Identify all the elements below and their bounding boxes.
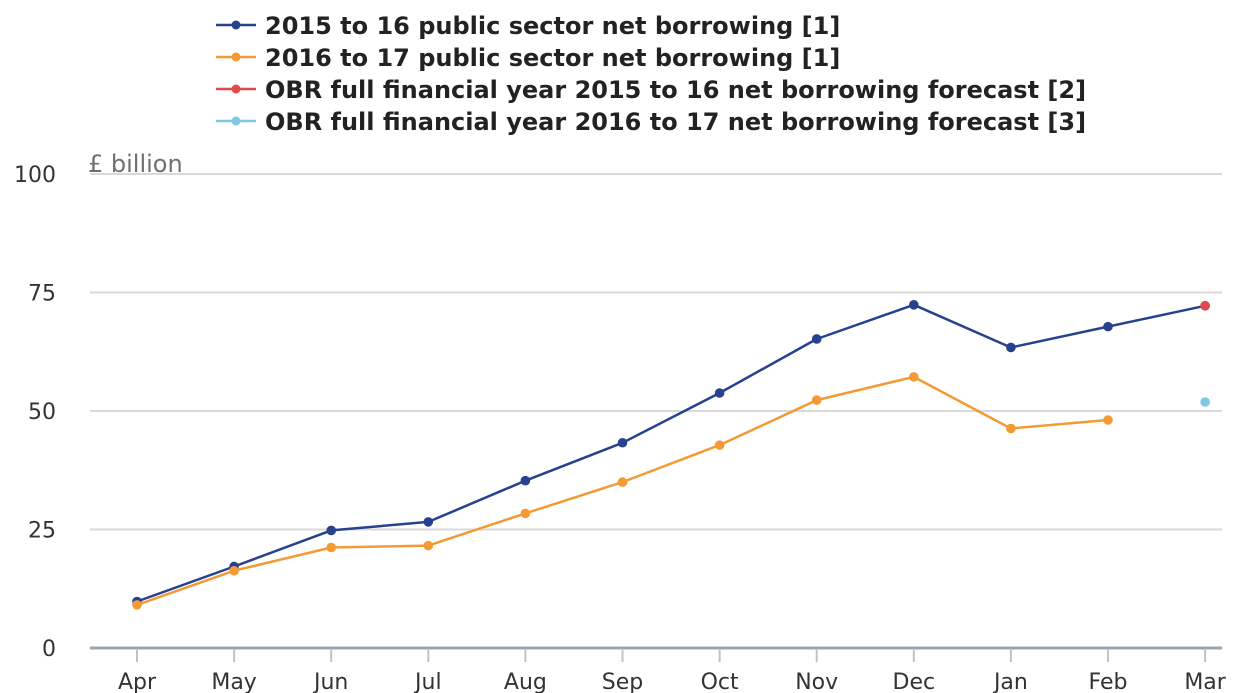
legend: 2015 to 16 public sector net borrowing [… [216, 12, 1086, 136]
data-point [909, 372, 919, 382]
data-point [1006, 423, 1016, 434]
y-axis-ticks: 0 25 50 75 100 [14, 163, 56, 662]
series-4 [1200, 397, 1210, 407]
legend-entry: 2015 to 16 public sector net borrowing [… [216, 12, 840, 40]
x-tick-label: Jun [312, 670, 348, 693]
data-point [1200, 300, 1210, 311]
legend-swatch-marker [231, 52, 241, 62]
series-3 [1200, 300, 1210, 311]
x-tick-label: Dec [893, 670, 936, 693]
series-layer [132, 300, 1210, 610]
legend-entry: OBR full financial year 2015 to 16 net b… [216, 76, 1086, 104]
series-2 [132, 372, 1113, 610]
data-point [132, 600, 142, 610]
x-tick-label: Nov [795, 670, 838, 693]
data-point [423, 517, 434, 527]
y-tick-label: 0 [42, 637, 56, 662]
data-point [326, 525, 337, 536]
data-point [229, 565, 239, 576]
legend-swatch-marker [231, 84, 241, 94]
x-axis: Apr May Jun Jul Aug Sep Oct Nov Dec Jan Feb Mar [118, 650, 1227, 693]
data-point [811, 395, 822, 405]
data-point [520, 475, 531, 486]
x-tick-label: Sep [602, 670, 643, 693]
data-point [520, 508, 531, 519]
legend-label: 2016 to 17 public sector net borrowing [… [265, 44, 840, 72]
data-point [714, 440, 725, 450]
x-tick-label: May [211, 670, 256, 693]
legend-label: 2015 to 16 public sector net borrowing [… [265, 12, 840, 40]
series-line [136, 303, 1206, 603]
legend-label: OBR full financial year 2016 to 17 net b… [265, 108, 1086, 136]
data-point [714, 388, 725, 398]
legend-swatch-marker [231, 116, 241, 126]
data-point [326, 542, 337, 553]
legend-entry: OBR full financial year 2016 to 17 net b… [216, 108, 1086, 136]
gridlines [90, 173, 1222, 650]
data-point [617, 477, 628, 487]
x-tick-label: Feb [1089, 670, 1128, 693]
x-tick-label: Mar [1184, 670, 1226, 693]
data-point [1103, 321, 1113, 332]
legend-label: OBR full financial year 2015 to 16 net b… [265, 76, 1086, 104]
y-tick-label: 25 [28, 519, 56, 544]
data-point [1200, 397, 1210, 407]
y-tick-label: 50 [28, 400, 56, 425]
x-tick-label: Jan [992, 670, 1028, 693]
data-point [423, 540, 434, 551]
series-1 [132, 300, 1210, 607]
data-point [1006, 342, 1016, 353]
x-tick-label: Aug [504, 670, 547, 693]
x-tick-label: Oct [701, 670, 739, 693]
y-tick-label: 75 [28, 282, 56, 307]
legend-swatch-marker [231, 20, 241, 30]
x-tick-label: Apr [118, 670, 157, 693]
legend-entry: 2016 to 17 public sector net borrowing [… [216, 44, 840, 72]
x-tick-label: Jul [413, 670, 442, 693]
data-point [909, 300, 919, 310]
data-point [1103, 415, 1113, 425]
data-point [811, 334, 822, 344]
y-tick-label: 100 [14, 163, 56, 188]
data-point [617, 437, 628, 448]
